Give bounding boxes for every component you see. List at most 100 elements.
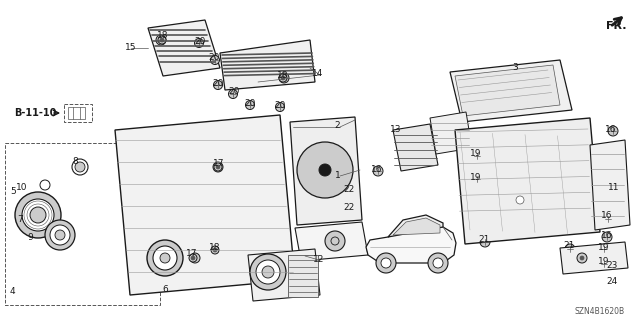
Bar: [64, 104, 92, 122]
Polygon shape: [366, 225, 456, 263]
Circle shape: [262, 266, 274, 278]
Circle shape: [602, 232, 612, 242]
Text: 16: 16: [601, 231, 612, 240]
Text: 16: 16: [605, 125, 617, 135]
Circle shape: [297, 142, 353, 198]
Text: 13: 13: [390, 124, 402, 133]
Text: 19: 19: [470, 173, 482, 182]
Text: 18: 18: [157, 32, 169, 41]
Text: 24: 24: [606, 277, 618, 286]
Circle shape: [246, 100, 255, 109]
Circle shape: [472, 174, 482, 184]
Circle shape: [160, 253, 170, 263]
Circle shape: [373, 166, 383, 176]
Text: 5: 5: [10, 188, 16, 197]
Circle shape: [331, 237, 339, 245]
Circle shape: [160, 38, 164, 42]
Circle shape: [55, 230, 65, 240]
Circle shape: [228, 90, 237, 99]
Text: 18: 18: [209, 243, 221, 253]
Polygon shape: [290, 117, 362, 225]
Text: 14: 14: [312, 70, 324, 78]
Circle shape: [22, 199, 54, 231]
Circle shape: [275, 102, 285, 112]
Circle shape: [158, 36, 166, 44]
Text: SZN4B1620B: SZN4B1620B: [575, 308, 625, 316]
Circle shape: [189, 254, 197, 262]
Circle shape: [516, 196, 524, 204]
Circle shape: [191, 256, 195, 260]
Circle shape: [279, 73, 289, 83]
Text: 20: 20: [275, 101, 285, 110]
Polygon shape: [295, 222, 368, 261]
Circle shape: [580, 256, 584, 260]
Polygon shape: [393, 218, 440, 235]
Circle shape: [195, 39, 204, 48]
Text: 20: 20: [228, 87, 240, 97]
Text: 19: 19: [598, 257, 610, 266]
Text: 6: 6: [162, 285, 168, 293]
Polygon shape: [590, 140, 630, 230]
Polygon shape: [455, 118, 600, 244]
Text: 17: 17: [213, 159, 225, 167]
Circle shape: [213, 248, 217, 252]
Circle shape: [599, 259, 609, 269]
Text: 2: 2: [334, 122, 340, 130]
Text: 19: 19: [598, 243, 610, 253]
Circle shape: [45, 220, 75, 250]
Text: 22: 22: [344, 184, 355, 194]
Text: 15: 15: [125, 42, 137, 51]
Text: 12: 12: [314, 256, 324, 264]
Text: 21: 21: [478, 235, 490, 244]
Circle shape: [472, 151, 482, 161]
Circle shape: [213, 162, 223, 172]
Text: 11: 11: [608, 183, 620, 192]
Polygon shape: [455, 65, 560, 116]
Text: 18: 18: [277, 70, 289, 79]
Circle shape: [216, 165, 220, 169]
Circle shape: [216, 165, 220, 169]
Circle shape: [75, 162, 85, 172]
Text: 20: 20: [244, 100, 256, 108]
Circle shape: [214, 163, 222, 171]
Circle shape: [577, 253, 587, 263]
Circle shape: [256, 260, 280, 284]
Text: 16: 16: [601, 211, 612, 220]
Circle shape: [428, 253, 448, 273]
Text: 8: 8: [72, 158, 78, 167]
Circle shape: [214, 80, 223, 90]
Bar: [288, 255, 318, 297]
Circle shape: [599, 244, 609, 254]
Polygon shape: [393, 124, 438, 171]
Circle shape: [281, 76, 285, 80]
Circle shape: [50, 225, 70, 245]
Polygon shape: [148, 20, 220, 76]
Circle shape: [376, 253, 396, 273]
Text: FR.: FR.: [606, 21, 627, 31]
Circle shape: [72, 159, 88, 175]
Polygon shape: [450, 60, 572, 122]
Circle shape: [433, 258, 443, 268]
Text: 10: 10: [16, 183, 28, 192]
Polygon shape: [220, 40, 315, 90]
Circle shape: [325, 231, 345, 251]
Text: 21: 21: [563, 241, 575, 250]
Polygon shape: [430, 112, 472, 154]
Circle shape: [480, 237, 490, 247]
Circle shape: [279, 74, 287, 82]
Text: B-11-10: B-11-10: [14, 108, 56, 118]
Circle shape: [608, 126, 618, 136]
Text: 23: 23: [606, 262, 618, 271]
Text: 9: 9: [27, 234, 33, 242]
Polygon shape: [388, 215, 443, 237]
Circle shape: [153, 246, 177, 270]
Polygon shape: [115, 115, 295, 295]
Text: 17: 17: [186, 249, 198, 257]
Circle shape: [603, 214, 613, 224]
Circle shape: [40, 180, 50, 190]
Bar: [5, 143, 160, 305]
Text: 3: 3: [512, 63, 518, 72]
Circle shape: [15, 192, 61, 238]
Circle shape: [211, 246, 219, 254]
Text: 7: 7: [17, 216, 23, 225]
